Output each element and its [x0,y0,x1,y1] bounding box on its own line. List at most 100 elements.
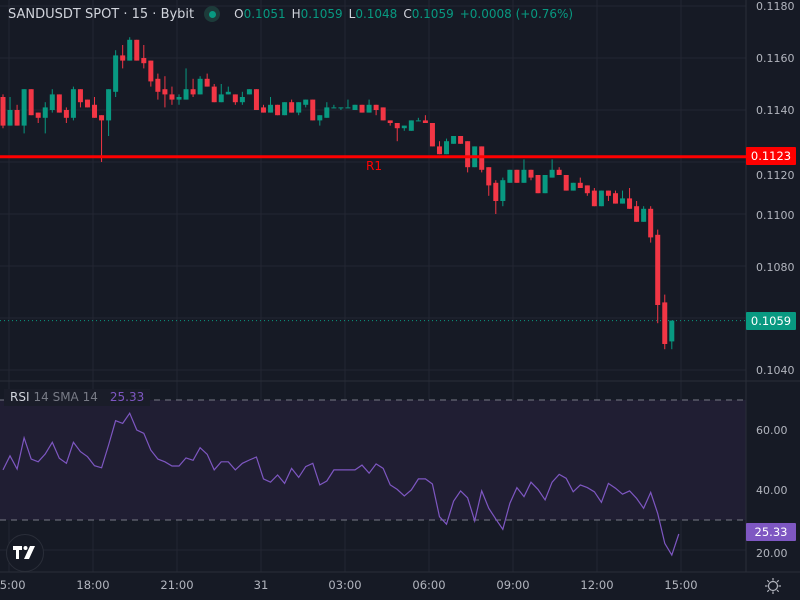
candle [627,188,633,209]
candle [373,104,379,116]
candle-body [127,39,133,61]
candle-body [239,97,245,103]
candle-body [317,115,323,121]
candle [183,68,189,100]
candle [120,45,126,69]
price-tick: 0.1100 [756,209,795,222]
candle-body [268,104,274,113]
candle-body [7,110,13,126]
candle [380,107,386,121]
candle-body [521,169,527,183]
candle [401,125,407,131]
candle-body [282,102,288,116]
candle-body [451,136,457,144]
candle [296,102,302,116]
gear-icon[interactable] [764,577,782,595]
time-tick: 03:00 [328,578,362,592]
candle-body [542,175,548,194]
tradingview-logo-icon[interactable] [6,534,44,572]
rsi-params: 14 SMA 14 [33,390,98,404]
candle [422,115,428,123]
candle [387,120,393,126]
candle [612,190,618,204]
candle [507,169,513,183]
candle [598,190,604,207]
candle [275,104,281,116]
candle-body [458,136,464,144]
candle-body [598,190,604,207]
candle [345,99,351,109]
candle-body [465,141,471,168]
candle [549,159,555,178]
time-tick: 15:00 [664,578,698,592]
symbol-title[interactable]: SANDUSDT SPOT · 15 · Bybit [8,6,195,22]
candle-body [141,58,147,64]
time-tick: 31 [253,578,269,592]
candle-body [190,89,196,95]
candle-body [493,182,499,201]
candle [493,180,499,214]
candle-body [169,94,175,100]
candle-body [563,175,569,191]
candle-body [507,169,513,183]
candle-body [408,120,414,131]
candle [451,136,457,144]
candle-body [324,107,330,118]
candle [310,99,316,121]
candle-body [211,86,217,103]
ohlc-low: L0.1048 [348,7,398,21]
candle-body [92,104,98,118]
candle [415,117,421,122]
candle [63,107,69,123]
candle [444,138,450,155]
candle [162,76,168,108]
candle-body [42,107,48,118]
candle-body [56,94,62,113]
candle [535,175,541,194]
candle [190,78,196,97]
rsi-legend[interactable]: RSI 14 SMA 14 25.33 [4,389,151,406]
candle-body [584,185,590,194]
candle-body [113,55,119,92]
r1-price-tag: 0.1123 [746,147,796,165]
price-tick: 0.1160 [756,52,795,65]
candle-body [246,89,252,95]
candle [0,94,6,129]
candle [253,89,259,110]
candle-body [612,193,618,204]
candle [458,136,464,144]
time-tick: 18:00 [76,578,110,592]
candle [521,159,527,183]
candle [605,190,611,201]
candle [134,39,140,61]
candle [486,167,492,196]
rsi-tick: 20.00 [756,547,788,560]
candle [155,73,161,100]
candle [282,102,288,116]
price-tick: 0.1120 [756,169,795,182]
candle [500,177,506,207]
r1-label: R1 [366,159,382,173]
candle-body [429,123,435,147]
candle-body [655,234,661,305]
candle [289,99,295,113]
candle [303,99,309,108]
candle [408,120,414,131]
candle [92,97,98,118]
candle-body [627,198,633,209]
candle [359,104,365,113]
candle-body [444,141,450,155]
candle [225,86,231,95]
rsi-value: 25.33 [109,390,145,404]
candle-body [63,110,69,118]
candle [28,89,34,116]
candle [84,99,90,108]
candle-body [570,182,576,191]
candle-body [155,78,161,92]
candle-body [373,104,379,110]
candle-body [366,104,372,113]
last-price-tag: 0.1059 [746,312,796,330]
candle [514,169,520,183]
ohlc-open: O0.1051 [234,7,286,21]
